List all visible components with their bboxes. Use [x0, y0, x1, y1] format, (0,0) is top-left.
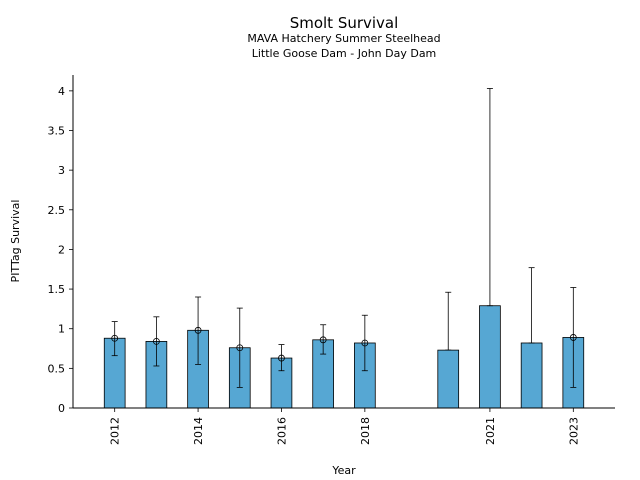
y-tick-label-7: 3.5 [48, 125, 66, 138]
y-tick-label-0: 0 [58, 402, 65, 415]
y-axis-label: PITTag Survival [9, 200, 22, 283]
chart-subtitle-line-2: Little Goose Dam - John Day Dam [252, 47, 437, 60]
y-tick-label-6: 3 [58, 164, 65, 177]
y-tick-label-5: 2.5 [48, 204, 66, 217]
x-axis-ticks: 2012 2014 2016 2018 2021 2023 [109, 408, 580, 445]
x-tick-label-2: 2016 [275, 417, 288, 445]
point-marker-2018 [361, 339, 369, 347]
x-tick-label-5: 2023 [567, 417, 580, 445]
x-tick-label-4: 2021 [484, 417, 497, 445]
point-marker-2014 [194, 326, 202, 334]
plot-area [103, 88, 585, 409]
y-tick-label-4: 2 [58, 243, 65, 256]
y-tick-label-1: 0.5 [48, 362, 66, 375]
y-tick-label-3: 1.5 [48, 283, 66, 296]
point-marker-2016 [278, 354, 285, 362]
bar-2022 [520, 342, 543, 409]
point-marker-2017 [319, 336, 327, 344]
x-tick-label-1: 2014 [192, 417, 205, 445]
point-marker-2012 [111, 334, 119, 342]
x-tick-label-3: 2018 [359, 417, 372, 445]
y-axis-ticks: 0 0.5 1 1.5 2 2.5 3 3.5 4 [48, 85, 73, 415]
point-marker-2015 [236, 344, 244, 352]
y-tick-label-8: 4 [58, 85, 65, 98]
x-axis-label: Year [331, 464, 356, 477]
chart-title: Smolt Survival [290, 14, 399, 32]
chart-subtitle-line-1: MAVA Hatchery Summer Steelhead [247, 32, 440, 45]
x-tick-label-0: 2012 [109, 417, 122, 445]
y-tick-label-2: 1 [58, 323, 65, 336]
point-marker-2013 [152, 337, 160, 345]
point-marker-2023 [569, 334, 577, 341]
bar-2021 [479, 305, 501, 409]
bar-2020 [437, 349, 460, 409]
